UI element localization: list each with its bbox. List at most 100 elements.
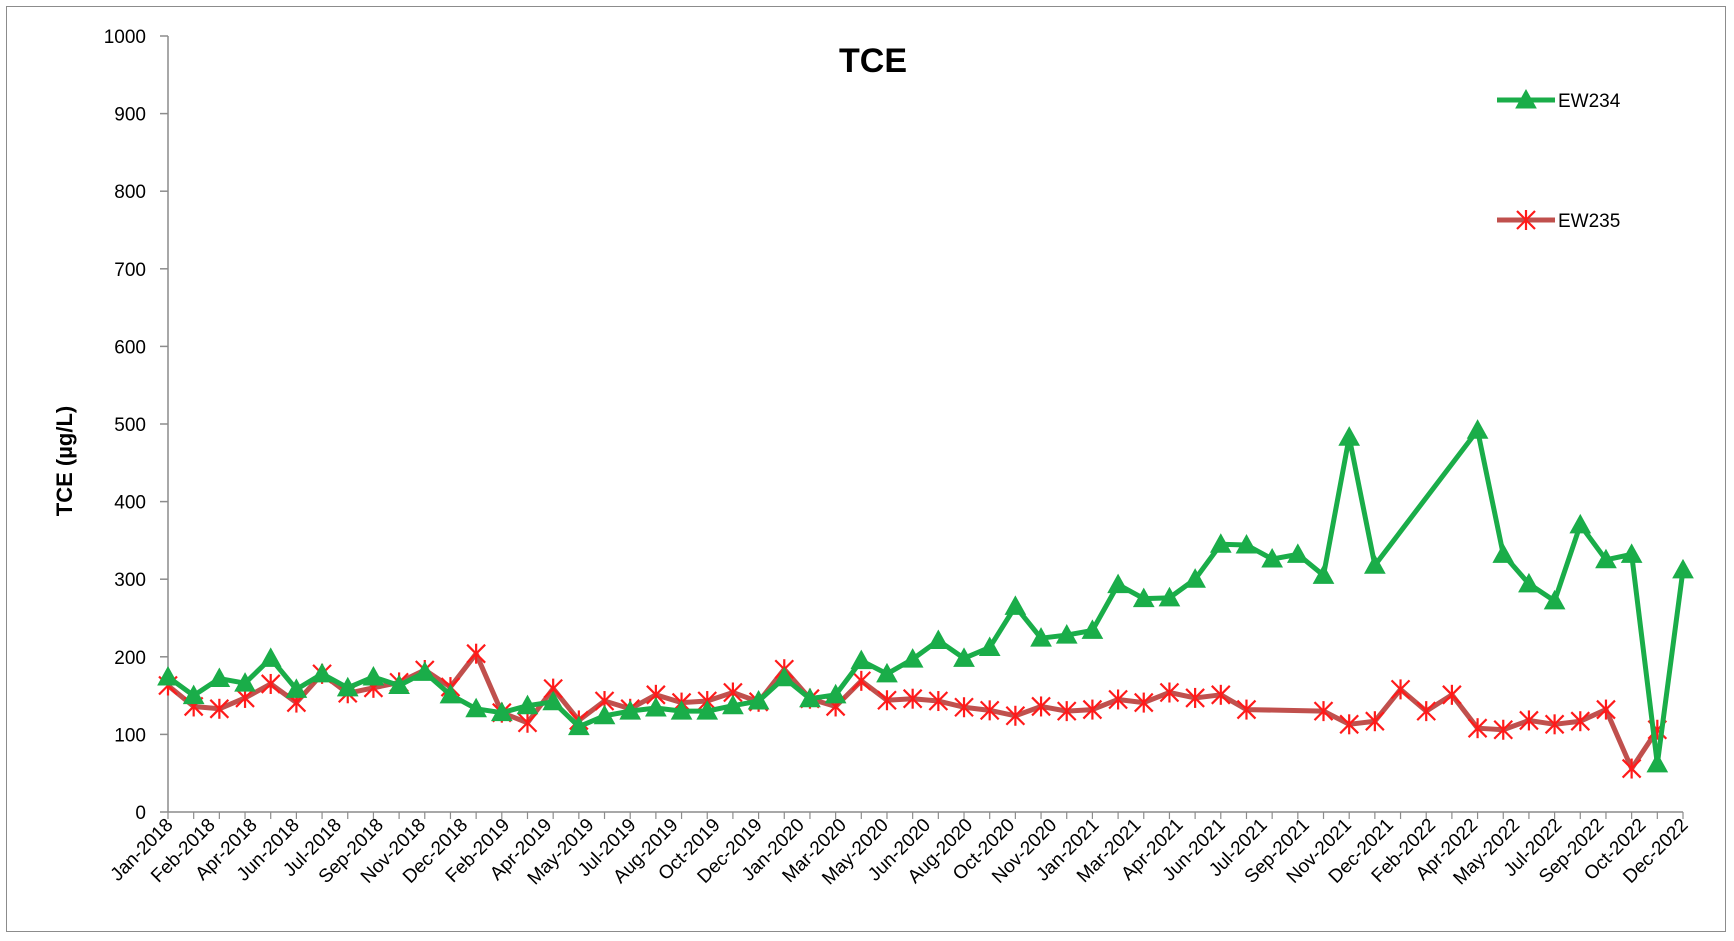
data-point-marker: [850, 649, 873, 670]
data-point-marker: [1493, 719, 1514, 740]
data-point-marker: [954, 697, 974, 718]
data-point-marker: [439, 683, 462, 704]
data-point-marker: [1261, 547, 1284, 568]
data-point-marker: [1031, 696, 1051, 717]
data-point-marker: [1672, 558, 1694, 579]
data-point-marker: [1595, 548, 1617, 569]
data-point-marker: [928, 691, 949, 712]
y-tick-label: 300: [114, 570, 146, 591]
data-point-marker: [1596, 699, 1616, 720]
data-point-marker: [1286, 543, 1309, 563]
data-point-marker: [1132, 587, 1155, 608]
data-point-marker: [696, 700, 719, 720]
data-point-marker: [645, 696, 667, 717]
data-point-marker: [1133, 692, 1154, 713]
data-point-marker: [1004, 595, 1027, 615]
y-axis-ticks: 0 100 200 300 400 500 600 700 800 900 1000: [104, 27, 168, 824]
data-point-marker: [799, 687, 821, 708]
data-point-marker: [1184, 568, 1206, 588]
legend: EW234 EW235: [1497, 88, 1621, 232]
data-point-marker: [1235, 534, 1258, 554]
data-point-marker: [953, 647, 975, 667]
data-point-marker: [619, 700, 642, 720]
data-point-marker: [1492, 543, 1515, 563]
data-point-marker: [1569, 513, 1592, 534]
data-point-marker: [1158, 586, 1181, 607]
data-point-marker: [773, 666, 796, 687]
data-point-marker: [517, 712, 538, 733]
data-point-marker: [1082, 699, 1103, 720]
y-tick-label: 900: [114, 105, 146, 126]
data-point-marker: [567, 715, 590, 736]
data-point-marker: [1365, 711, 1385, 732]
y-tick-label: 1000: [104, 27, 146, 48]
data-point-marker: [979, 700, 1000, 721]
data-point-marker: [747, 690, 770, 710]
legend-label: EW235: [1558, 211, 1620, 232]
data-point-marker: [490, 701, 513, 722]
data-point-marker: [1390, 679, 1411, 700]
data-point-marker: [209, 698, 230, 719]
data-point-marker: [1543, 589, 1566, 610]
data-point-marker: [1312, 564, 1335, 584]
legend-item-ew235: EW235: [1497, 210, 1620, 232]
data-point-marker: [1646, 752, 1669, 773]
data-point-marker: [593, 704, 616, 725]
x-axis-ticks: Jan-2018Feb-2018Apr-2018Jun-2018Jul-2018…: [107, 812, 1693, 889]
data-point-marker: [1620, 543, 1643, 563]
y-tick-label: 500: [114, 415, 146, 436]
data-point-marker: [1544, 714, 1565, 735]
legend-label: EW234: [1558, 91, 1621, 112]
data-point-marker: [1030, 627, 1052, 647]
y-tick-label: 800: [114, 182, 146, 203]
data-point-marker: [876, 662, 898, 683]
data-point-marker: [311, 662, 333, 683]
data-point-marker: [1338, 426, 1361, 446]
data-point-marker: [1467, 718, 1488, 739]
data-point-marker: [1055, 624, 1078, 644]
data-point-marker: [285, 678, 308, 698]
data-point-marker: [927, 629, 950, 650]
data-point-marker: [336, 676, 359, 697]
data-point-marker: [1005, 705, 1026, 726]
legend-marker: [1515, 88, 1537, 109]
data-point-marker: [157, 665, 179, 686]
data-point-marker: [1056, 701, 1077, 722]
legend-marker: [1516, 210, 1536, 230]
chart-frame: [6, 6, 1726, 932]
y-axis-label: TCE (µg/L): [52, 406, 77, 516]
data-point-marker: [260, 673, 281, 694]
data-point-marker: [388, 674, 410, 695]
y-tick-label: 600: [114, 337, 146, 358]
data-point-marker: [1313, 701, 1334, 722]
y-tick-label: 0: [135, 803, 146, 824]
y-tick-label: 200: [114, 648, 146, 669]
data-point-marker: [851, 670, 872, 691]
series-line-ew235: [166, 651, 1660, 772]
data-point-marker: [1518, 572, 1540, 593]
data-point-marker: [1364, 554, 1386, 574]
data-point-marker: [234, 672, 256, 692]
data-point-marker: [1185, 687, 1205, 708]
data-point-marker: [1339, 714, 1359, 735]
data-point-marker: [902, 688, 923, 709]
data-point-marker: [466, 643, 486, 664]
data-point-marker: [978, 636, 1001, 656]
data-point-marker: [901, 648, 924, 668]
data-point-marker: [877, 690, 897, 711]
data-point-marker: [1236, 699, 1257, 720]
series-line-ew234: [166, 427, 1686, 767]
data-point-marker: [259, 647, 282, 667]
data-point-marker: [1209, 533, 1232, 553]
data-point-marker: [1081, 619, 1104, 639]
data-point-marker: [1442, 684, 1462, 705]
data-point-marker: [670, 700, 693, 720]
data-point-marker: [1416, 701, 1436, 722]
data-point-marker: [208, 667, 231, 688]
data-point-marker: [362, 665, 385, 686]
data-point-marker: [1621, 758, 1642, 779]
data-point-marker: [1107, 573, 1129, 594]
y-tick-label: 400: [114, 493, 146, 514]
y-tick-label: 100: [114, 725, 146, 746]
legend-item-ew234: EW234: [1497, 88, 1621, 112]
